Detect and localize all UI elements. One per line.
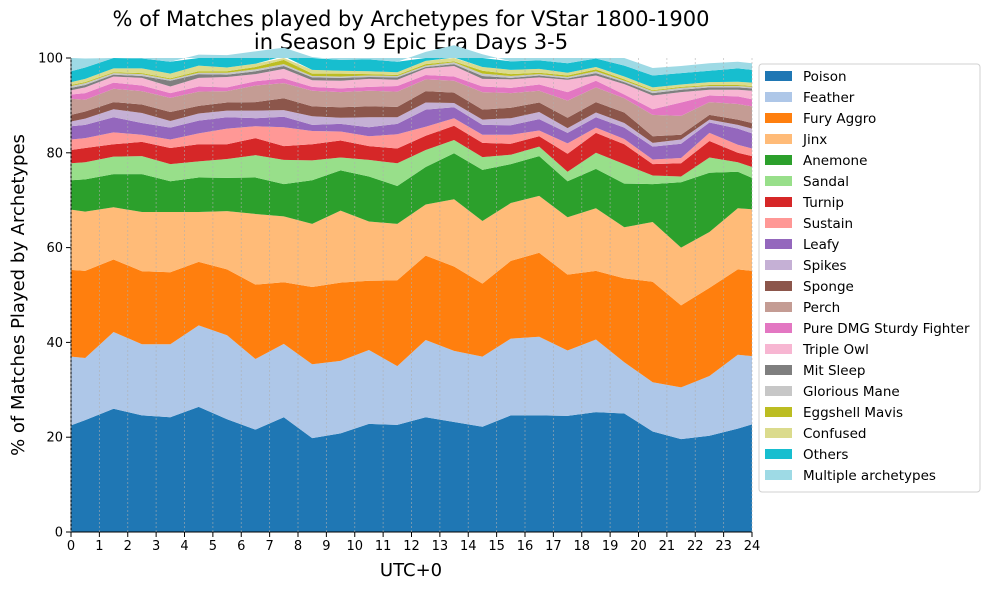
x-tick-label: 20 xyxy=(630,539,647,554)
x-tick-label: 16 xyxy=(517,539,534,554)
chart-title-line-1: % of Matches played by Archetypes for VS… xyxy=(113,7,710,31)
legend-swatch xyxy=(765,428,792,438)
legend-entry-label: Others xyxy=(803,447,848,463)
legend-swatch xyxy=(765,449,792,459)
x-tick-label: 22 xyxy=(687,539,704,554)
x-tick-label: 3 xyxy=(152,539,160,554)
x-tick-label: 8 xyxy=(294,539,302,554)
x-tick-label: 2 xyxy=(124,539,132,554)
x-tick-label: 14 xyxy=(460,539,477,554)
legend-swatch xyxy=(765,260,792,270)
legend-entry-label: Perch xyxy=(803,300,840,316)
area-spikes xyxy=(71,102,752,147)
x-tick-label: 1 xyxy=(95,539,103,554)
legend-swatch xyxy=(765,197,792,207)
legend: Poison Feather Fury Aggro Jinx Anemone Sandal… xyxy=(758,63,981,493)
x-tick-label: 5 xyxy=(209,539,217,554)
legend-entry-label: Triple Owl xyxy=(802,342,869,358)
legend-entry-label: Sustain xyxy=(803,216,853,232)
legend-entry-label: Leafy xyxy=(803,237,839,253)
chart-title-line-2: in Season 9 Epic Era Days 3-5 xyxy=(254,30,568,54)
x-tick-label: 10 xyxy=(346,539,363,554)
x-tick-label: 7 xyxy=(265,539,273,554)
area-leafy xyxy=(71,107,752,160)
legend-swatch xyxy=(765,71,792,81)
legend-entry-label: Feather xyxy=(803,90,855,106)
area-mit-sleep xyxy=(71,64,752,96)
legend-entry-label: Poison xyxy=(803,69,847,85)
legend-swatch xyxy=(765,470,792,480)
area-triple-owl xyxy=(71,66,752,110)
x-tick-label: 12 xyxy=(403,539,420,554)
x-tick-label: 17 xyxy=(545,539,562,554)
y-tick-label: 60 xyxy=(46,241,63,256)
legend-swatch xyxy=(765,407,792,417)
area-perch xyxy=(71,79,752,137)
legend-entry-label: Confused xyxy=(803,426,866,442)
area-pure-dmg-sturdy-fighter xyxy=(71,75,752,116)
legend-entry-label: Mit Sleep xyxy=(803,363,865,379)
legend-entry-label: Multiple archetypes xyxy=(803,468,936,484)
x-tick-label: 11 xyxy=(375,539,392,554)
area-sponge xyxy=(71,91,752,143)
legend-swatch xyxy=(765,386,792,396)
y-tick-label: 100 xyxy=(38,52,63,67)
x-tick-label: 0 xyxy=(67,539,75,554)
y-axis-title: % of Matches Played by Archetypes xyxy=(8,134,29,456)
x-tick-label: 18 xyxy=(573,539,590,554)
legend-swatch xyxy=(765,134,792,144)
y-tick-label: 40 xyxy=(46,336,63,351)
area-sustain xyxy=(71,118,752,165)
legend-entry-label: Spikes xyxy=(803,258,847,274)
x-tick-label: 23 xyxy=(715,539,732,554)
area-multiple-archetypes xyxy=(71,45,752,76)
legend-swatch xyxy=(765,323,792,333)
legend-swatch xyxy=(765,113,792,123)
legend-entry-label: Turnip xyxy=(802,195,844,211)
x-tick-label: 13 xyxy=(432,539,449,554)
legend-swatch xyxy=(765,365,792,375)
y-tick-label: 20 xyxy=(46,431,63,446)
x-axis-title: UTC+0 xyxy=(380,560,442,581)
x-tick-label: 15 xyxy=(488,539,505,554)
legend-box xyxy=(758,63,981,493)
legend-swatch xyxy=(765,302,792,312)
legend-entry-label: Jinx xyxy=(802,132,827,148)
y-tick-label: 80 xyxy=(46,146,63,161)
legend-entry-label: Anemone xyxy=(803,153,867,169)
legend-entry-label: Glorious Mane xyxy=(803,384,900,400)
legend-entry-label: Sponge xyxy=(803,279,854,295)
x-tick-label: 6 xyxy=(237,539,245,554)
x-tick-label: 21 xyxy=(659,539,676,554)
area-anemone xyxy=(71,153,752,248)
legend-entry-label: Fury Aggro xyxy=(803,111,876,127)
x-tick-label: 4 xyxy=(180,539,188,554)
grid-lines xyxy=(70,58,753,532)
legend-swatch xyxy=(765,176,792,186)
legend-swatch xyxy=(765,218,792,228)
x-tick-label: 19 xyxy=(602,539,619,554)
y-tick-label: 0 xyxy=(55,526,63,541)
x-tick-label: 24 xyxy=(744,539,761,554)
legend-swatch xyxy=(765,344,792,354)
legend-swatch xyxy=(765,281,792,291)
legend-swatch xyxy=(765,92,792,102)
legend-entry-label: Eggshell Mavis xyxy=(803,405,903,421)
legend-swatch xyxy=(765,155,792,165)
x-tick-label: 9 xyxy=(322,539,330,554)
legend-entry-label: Sandal xyxy=(803,174,849,190)
legend-swatch xyxy=(765,239,792,249)
legend-entry-label: Pure DMG Sturdy Fighter xyxy=(803,321,970,337)
